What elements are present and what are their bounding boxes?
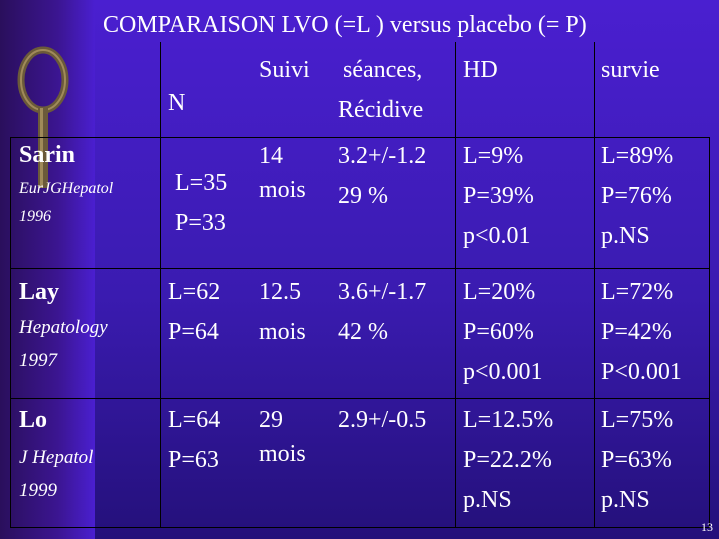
page-number: 13 [701,520,713,534]
row1-survie-pvalue: p.NS [601,223,650,249]
row2-suivi-value: 12.5 [259,279,301,305]
row3-suivi-unit: mois [259,441,306,467]
row2-suivi-unit: mois [259,319,306,345]
table-border-row1 [10,268,710,269]
row1-hd-p: P=39% [463,183,534,209]
row1-n-p: P=33 [175,210,226,236]
row1-survie-l: L=89% [601,143,674,169]
row3-name: Lo [19,407,48,433]
row3-survie-l: L=75% [601,407,674,433]
row3-n-l: L=64 [168,407,221,433]
table-col-divider-2 [455,42,456,528]
row3-n-p: P=63 [168,447,219,473]
header-seances-line2: Récidive [338,97,424,123]
row2-hd-pvalue: p<0.001 [463,359,543,385]
row1-suivi-value: 14 [259,143,283,169]
row2-survie-pvalue: P<0.001 [601,359,682,385]
row1-hd-pvalue: p<0.01 [463,223,531,249]
table-border-row2 [10,398,710,399]
row3-journal: J Hepatol [19,447,94,468]
header-suivi: Suivi [259,57,310,83]
row3-survie-p: P=63% [601,447,672,473]
row2-recidive: 42 % [338,319,388,345]
row2-n-l: L=62 [168,279,221,305]
header-survie: survie [601,57,660,83]
row1-seances: 3.2+/-1.2 [338,143,427,169]
slide-title: COMPARAISON LVO (=L ) versus placebo (= … [103,12,587,38]
row3-seances: 2.9+/-0.5 [338,407,427,433]
row2-seances: 3.6+/-1.7 [338,279,427,305]
row2-name: Lay [19,279,60,305]
table-col-divider-1 [160,42,161,528]
header-n: N [168,90,186,116]
row3-hd-pvalue: p.NS [463,487,512,513]
row1-survie-p: P=76% [601,183,672,209]
header-seances-line1: séances, [343,57,423,83]
row1-recidive: 29 % [338,183,388,209]
row3-year: 1999 [19,480,57,501]
row1-suivi-unit: mois [259,177,306,203]
row1-year: 1996 [19,208,51,225]
row2-hd-l: L=20% [463,279,536,305]
row3-survie-pvalue: p.NS [601,487,650,513]
table-border-top [10,137,710,138]
row2-journal: Hepatology [19,317,108,338]
key-icon [17,46,69,188]
row2-hd-p: P=60% [463,319,534,345]
row3-hd-l: L=12.5% [463,407,554,433]
row3-hd-p: P=22.2% [463,447,552,473]
table-border-left [10,137,11,528]
row2-year: 1997 [19,350,57,371]
row2-survie-p: P=42% [601,319,672,345]
row1-hd-l: L=9% [463,143,524,169]
row2-survie-l: L=72% [601,279,674,305]
row3-suivi-value: 29 [259,407,283,433]
table-border-right [709,137,710,528]
left-decoration [0,0,95,539]
row1-journal: EurJGHepatol [19,180,114,197]
row1-n-l: L=35 [175,170,228,196]
header-hd: HD [463,57,498,83]
row2-n-p: P=64 [168,319,219,345]
table-col-divider-3 [594,42,595,528]
row1-name: Sarin [19,142,76,168]
table-border-bottom [10,527,710,528]
